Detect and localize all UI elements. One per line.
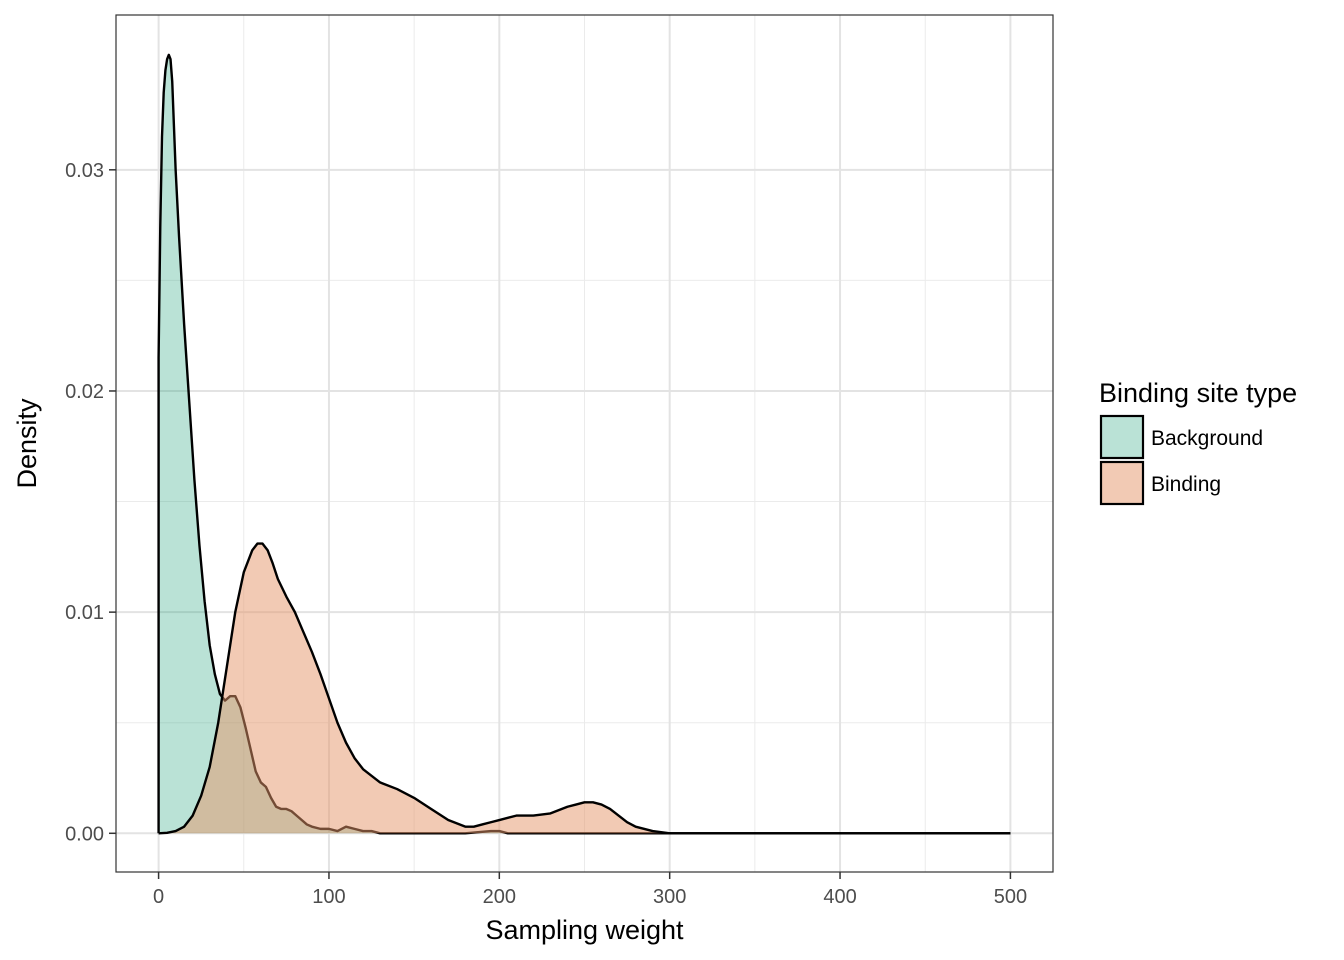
legend-label-binding: Binding	[1151, 473, 1221, 496]
x-tick-label: 400	[823, 886, 856, 908]
minor-gridlines	[116, 15, 1053, 872]
y-tick-label: 0.03	[65, 160, 104, 182]
y-axis-title: Density	[12, 398, 42, 489]
x-tick-label: 500	[994, 886, 1027, 908]
y-tick-label: 0.02	[65, 381, 104, 403]
legend: Binding site type Background Binding	[1099, 378, 1297, 506]
x-tick-label: 200	[483, 886, 516, 908]
legend-title: Binding site type	[1099, 378, 1297, 408]
legend-key-background	[1099, 414, 1145, 460]
y-tick-label: 0.01	[65, 602, 104, 624]
legend-key-binding	[1099, 460, 1145, 506]
plot-border	[115, 14, 1054, 873]
x-axis-title: Sampling weight	[485, 915, 684, 945]
density-line-binding	[158, 542, 1011, 835]
legend-label-background: Background	[1151, 427, 1263, 450]
x-tick-label: 100	[312, 886, 345, 908]
x-tick-label: 300	[653, 886, 686, 908]
y-axis: 0.00 0.01 0.02 0.03	[65, 160, 116, 845]
y-tick-label: 0.00	[65, 823, 104, 845]
x-tick-label: 0	[153, 886, 164, 908]
x-axis: 0 100 200 300 400 500	[153, 872, 1027, 908]
density-series	[157, 53, 1011, 835]
